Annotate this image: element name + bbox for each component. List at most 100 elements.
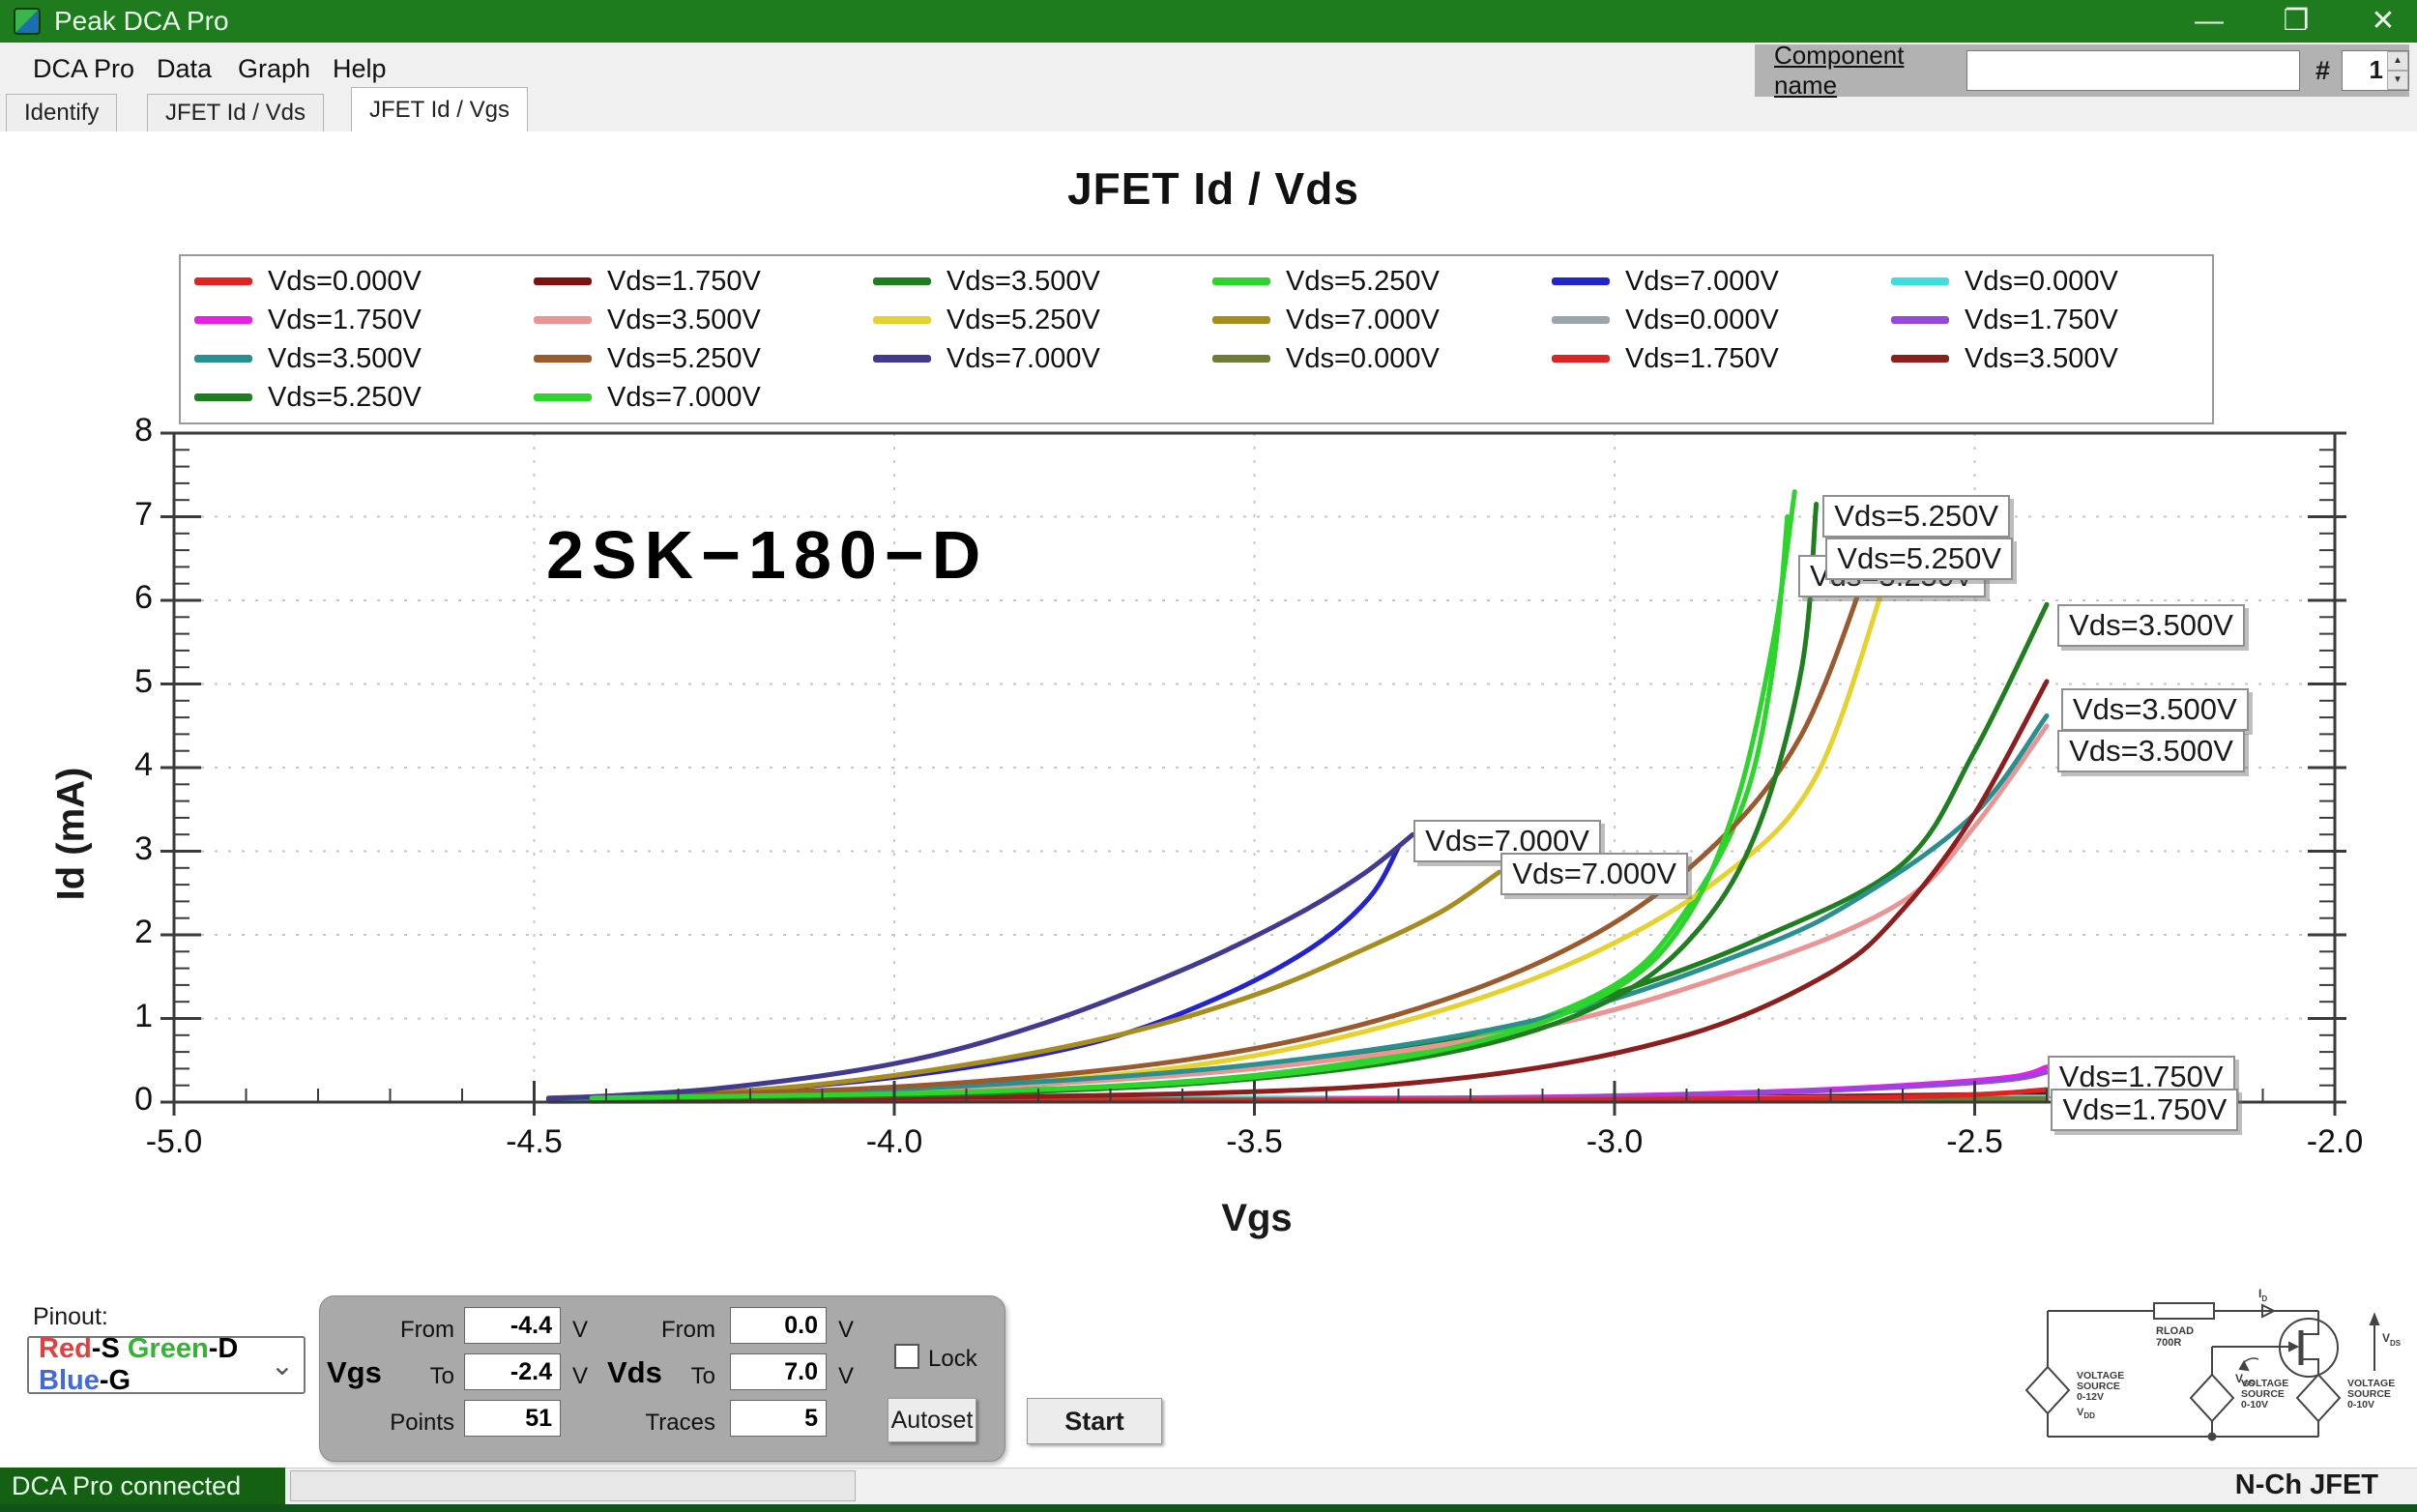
tick-label: 4 [134,746,153,783]
component-number-value: 1 [2369,55,2383,84]
svg-text:VOLTAGE SOURCE 0-10V: VOLTAGE SOURCE 0-10V [2241,1378,2291,1410]
app-icon [14,8,41,35]
legend-swatch [194,393,252,401]
svg-text:ID: ID [2258,1287,2267,1303]
trace-end-label[interactable]: Vds=5.250V [1822,495,2011,538]
vgs-from-unit: V [572,1317,589,1343]
trace-end-label[interactable]: Vds=1.750V [2051,1089,2239,1132]
vgs-to-input[interactable] [464,1353,561,1390]
plot-area: 2SK−180−D Vds=5.250VVds=5.250VVds=5.250V… [160,431,2346,1132]
legend-label: Vds=3.500V [1965,342,2118,374]
legend-label: Vds=0.000V [268,265,422,297]
legend-entry: Vds=5.250V [194,378,422,417]
pinout-label: Pinout: [33,1303,108,1330]
legend-entry: Vds=0.000V [1552,301,1779,339]
stepper-up-icon[interactable]: ▲ [2387,51,2408,71]
pinout-value-part: -G [99,1365,131,1396]
svg-text:VGS: VGS [2235,1372,2255,1388]
tick-label: 1 [134,997,153,1034]
legend-swatch [1212,355,1270,363]
menu-item-data[interactable]: Data [157,54,213,83]
legend-label: Vds=7.000V [607,381,761,413]
menu-item-graph[interactable]: Graph [238,54,311,83]
legend-swatch [1891,355,1949,363]
legend-entry: Vds=0.000V [1891,262,2118,301]
vds-from-input[interactable] [730,1307,827,1344]
svg-text:VOLTAGE SOURCE 0-10V: VOLTAGE SOURCE 0-10V [2347,1378,2398,1410]
legend-entry: Vds=0.000V [194,262,422,301]
trace-end-label[interactable]: Vds=3.500V [2057,730,2245,773]
points-input[interactable] [464,1400,561,1437]
component-number-label: # [2315,55,2330,85]
device-type-status: N-Ch JFET [2234,1469,2378,1500]
legend-label: Vds=7.000V [1286,304,1440,335]
vgs-to-label: To [429,1363,454,1389]
trace-end-label[interactable]: Vds=3.500V [2057,604,2245,648]
close-button[interactable]: ✕ [2371,5,2396,37]
vgs-from-input[interactable] [464,1307,561,1344]
traces-input[interactable] [730,1400,827,1437]
pinout-value-part: -D [208,1333,239,1364]
lock-checkbox[interactable] [894,1344,919,1369]
legend-entry: Vds=3.500V [194,339,422,378]
legend-swatch [1891,316,1949,324]
title-bar: Peak DCA Pro — ❐ ✕ [0,0,2417,43]
component-number-stepper[interactable]: 1 ▲ ▼ [2341,50,2409,91]
trace-run4-vds-3-500v [589,679,2050,1103]
tab-identify[interactable]: Identify [6,94,118,131]
pinout-value: Red-S Green-D Blue-G [39,1333,271,1397]
component-name-bar: Component name # 1 ▲ ▼ [1755,41,2409,100]
vds-to-input[interactable] [730,1353,827,1390]
tick-label: 5 [134,662,153,700]
pinout-value-part: Red [39,1333,92,1364]
legend-entry: Vds=3.500V [1891,339,2118,378]
svg-text:VOLTAGE SOURCE 0-12V: VOLTAGE SOURCE 0-12V [2077,1370,2127,1403]
tick-label: -2.0 [2306,1123,2364,1160]
tab-jfet-id-vgs[interactable]: JFET Id / Vgs [351,87,528,131]
stepper-down-icon[interactable]: ▼ [2387,71,2408,90]
tick-label: 7 [134,495,153,533]
footer-strip [0,1504,2417,1512]
legend-entry: Vds=7.000V [1212,301,1440,339]
tick-label: -2.5 [1946,1123,2003,1160]
menu-item-help[interactable]: Help [333,54,387,83]
legend-label: Vds=5.250V [946,304,1100,335]
pinout-dropdown[interactable]: Red-S Green-D Blue-G ⌄ [27,1333,306,1397]
chart-legend: Vds=0.000V Vds=1.750V Vds=3.500V Vds=5.250V… [179,254,2214,424]
autoset-button[interactable]: Autoset [888,1398,976,1442]
vds-from-unit: V [838,1317,855,1343]
tick-label: -4.5 [506,1123,563,1160]
svg-text:VDD: VDD [2077,1407,2095,1420]
tick-label: 3 [134,829,153,867]
chevron-down-icon: ⌄ [270,1350,294,1381]
start-button[interactable]: Start [1027,1398,1162,1444]
legend-label: Vds=5.250V [268,381,422,413]
trace-end-label[interactable]: Vds=7.000V [1500,853,1689,896]
pinout-value-part: -S [91,1333,128,1364]
legend-entry: Vds=1.750V [1891,301,2118,339]
chart-title: JFET Id / Vds [1067,163,1359,214]
restore-button[interactable]: ❐ [2283,5,2310,37]
component-name-input[interactable] [1966,50,2300,91]
connection-status-badge: DCA Pro connected [0,1468,285,1504]
legend-label: Vds=0.000V [1965,265,2118,297]
legend-label: Vds=0.000V [1625,304,1779,335]
legend-swatch [873,277,931,285]
minimize-button[interactable]: — [2195,5,2224,37]
legend-swatch [873,316,931,324]
legend-entry: Vds=1.750V [194,301,422,339]
tick-label: -3.5 [1226,1123,1283,1160]
legend-label: Vds=3.500V [946,265,1100,297]
vgs-from-label: From [400,1317,454,1343]
trace-end-label[interactable]: Vds=3.500V [2060,687,2249,731]
trace-end-label[interactable]: Vds=5.250V [1825,538,2014,581]
legend-swatch [194,316,252,324]
tab-jfet-id-vds[interactable]: JFET Id / Vds [147,94,324,131]
legend-label: Vds=1.750V [268,304,422,335]
menu-item-dca-pro[interactable]: DCA Pro [33,54,135,83]
legend-swatch [873,355,931,363]
vgs-group-label: Vgs [327,1355,382,1389]
legend-label: Vds=1.750V [1625,342,1779,374]
plot-canvas [160,431,2346,1116]
legend-label: Vds=3.500V [607,304,761,335]
